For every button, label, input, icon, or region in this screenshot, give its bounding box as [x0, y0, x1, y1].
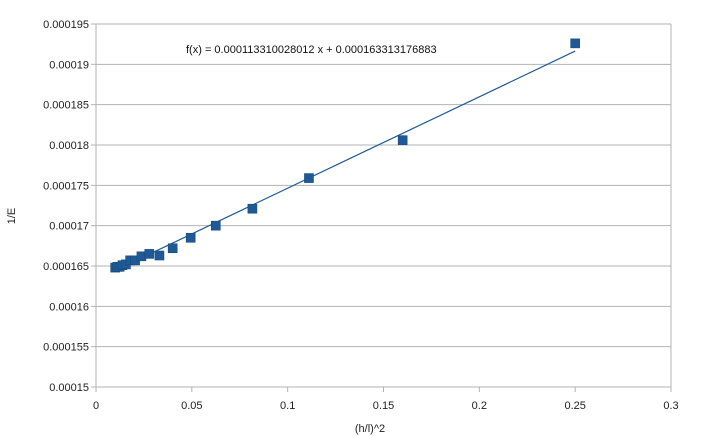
- data-point: [144, 249, 155, 259]
- data-point: [397, 135, 408, 145]
- x-tick-label: 0.2: [472, 400, 487, 412]
- y-tick-label: 0.00016: [49, 301, 89, 313]
- x-tick-label: 0: [93, 400, 99, 412]
- y-tick-label: 0.000185: [43, 100, 89, 112]
- data-point: [210, 220, 221, 231]
- x-tick-label: 0.1: [280, 400, 295, 412]
- x-tick-label: 0.25: [564, 400, 585, 412]
- y-axis-title: 1/E: [6, 208, 18, 225]
- y-tick-label: 0.00017: [49, 221, 89, 233]
- y-tick-label: 0.000165: [43, 261, 89, 273]
- y-tick-label: 0.000195: [43, 19, 89, 31]
- x-tick-label: 0.3: [663, 400, 678, 412]
- data-point: [167, 243, 178, 254]
- y-tick-label: 0.000175: [43, 180, 89, 192]
- axes: 0.00015 0.000155 0.00016 0.000165 0.00017 0.0…: [43, 19, 679, 412]
- data-point: [247, 203, 258, 214]
- trendline-equation: f(x) = 0.000113310028012 x + 0.000163313…: [186, 44, 437, 56]
- gridlines: [96, 23, 671, 388]
- x-tick-label: 0.05: [181, 400, 202, 412]
- y-tick-label: 0.000155: [43, 342, 89, 354]
- data-point: [154, 250, 165, 261]
- y-tick-label: 0.00018: [49, 140, 89, 152]
- x-tick-label: 0.15: [373, 400, 394, 412]
- trendline: [114, 50, 576, 272]
- data-point: [570, 38, 580, 49]
- y-tick-label: 0.00019: [49, 59, 89, 71]
- data-point: [185, 232, 196, 243]
- x-axis-title: (h/l)^2: [355, 423, 385, 435]
- data-points: [110, 38, 580, 273]
- data-point: [304, 173, 314, 183]
- y-tick-label: 0.00015: [49, 382, 89, 394]
- trendline-group: [114, 50, 576, 272]
